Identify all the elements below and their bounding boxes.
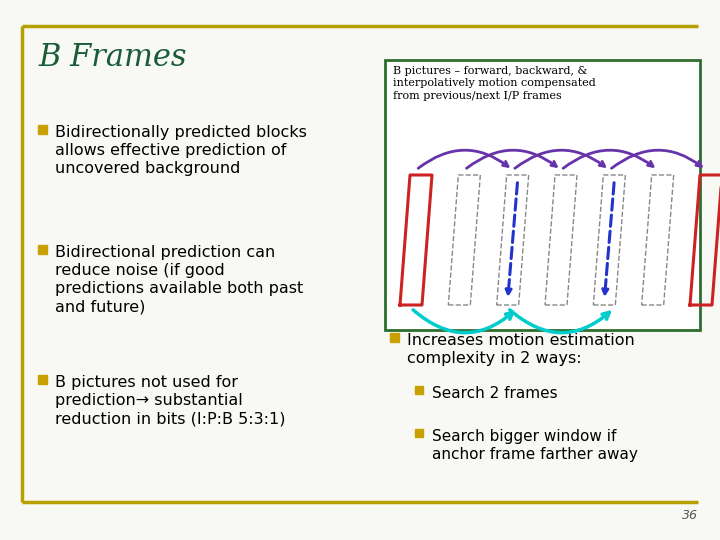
Bar	[38, 245, 47, 254]
Text: B pictures – forward, backward, &
interpolatively motion compensated
from previo: B pictures – forward, backward, & interp…	[393, 66, 595, 101]
FancyArrowPatch shape	[467, 150, 557, 168]
Bar	[390, 333, 399, 342]
FancyArrowPatch shape	[563, 150, 653, 168]
Text: B pictures not used for
prediction→ substantial
reduction in bits (I:P:B 5:3:1): B pictures not used for prediction→ subs…	[55, 375, 286, 426]
FancyArrowPatch shape	[506, 183, 518, 294]
Text: Search bigger window if
anchor frame farther away: Search bigger window if anchor frame far…	[432, 429, 638, 462]
FancyArrowPatch shape	[515, 150, 605, 168]
Bar	[385, 60, 700, 330]
Text: Bidirectionally predicted blocks
allows effective prediction of
uncovered backgr: Bidirectionally predicted blocks allows …	[55, 125, 307, 176]
Bar	[415, 429, 423, 437]
FancyArrowPatch shape	[510, 310, 609, 333]
FancyArrowPatch shape	[611, 150, 701, 168]
Text: Bidirectional prediction can
reduce noise (if good
predictions available both pa: Bidirectional prediction can reduce nois…	[55, 245, 303, 314]
Bar	[38, 125, 47, 134]
Text: Increases motion estimation
complexity in 2 ways:: Increases motion estimation complexity i…	[407, 333, 635, 366]
FancyArrowPatch shape	[603, 183, 614, 294]
Bar	[38, 375, 47, 384]
FancyArrowPatch shape	[418, 150, 508, 168]
Text: 36: 36	[682, 509, 698, 522]
Text: Search 2 frames: Search 2 frames	[432, 386, 557, 401]
FancyArrowPatch shape	[413, 310, 513, 333]
Bar	[415, 386, 423, 394]
Text: B Frames: B Frames	[38, 42, 186, 73]
